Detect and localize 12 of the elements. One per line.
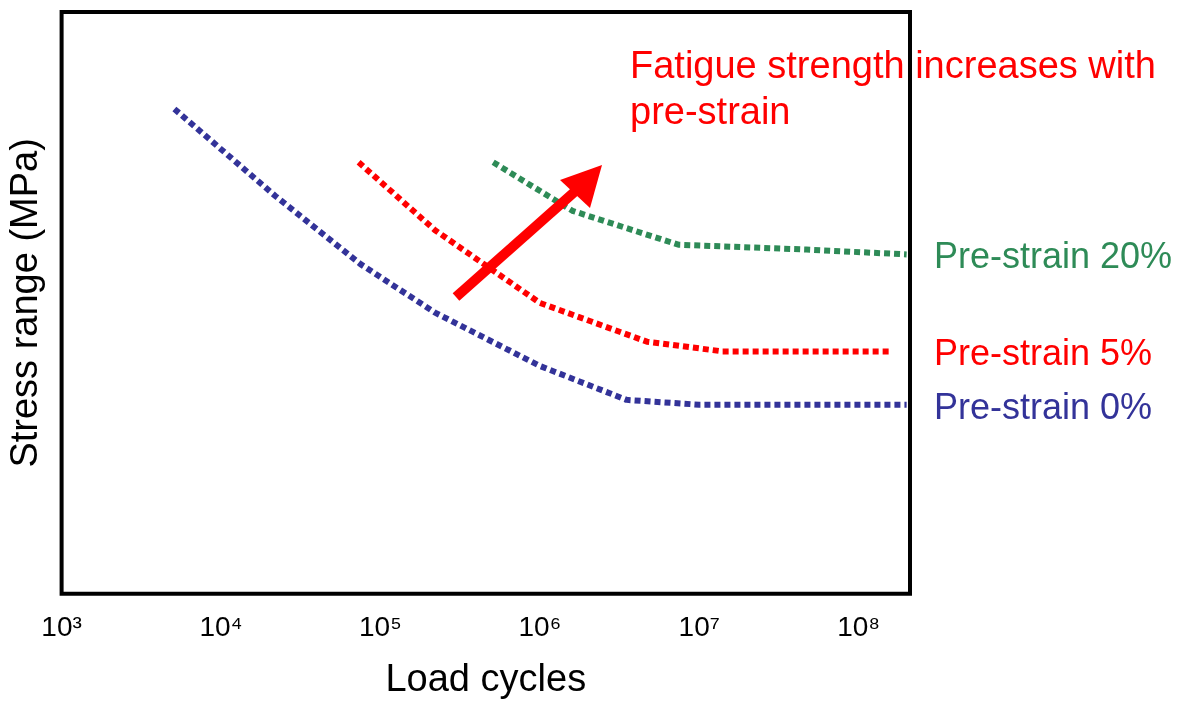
series-label: Pre-strain 5% [934,332,1153,374]
x-tick-label: 10⁵ [359,611,402,643]
series-label: Pre-strain 0% [934,385,1153,427]
x-tick-label: 10⁴ [199,611,243,643]
series-label: Pre-strain 20% [934,235,1173,277]
x-tick-label: 10³ [41,611,82,643]
x-tick-label: 10⁷ [678,611,720,643]
x-tick-label: 10⁶ [518,611,562,643]
x-tick-label: 10⁸ [837,611,881,643]
y-axis-title: Stress range (MPa) [3,138,46,468]
x-axis-title: Load cycles [385,656,587,699]
annotation: Fatigue strength increases with pre-strain [630,43,1157,134]
